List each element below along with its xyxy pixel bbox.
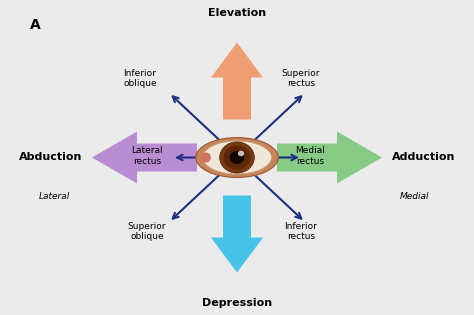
Text: Superior
rectus: Superior rectus — [282, 69, 320, 89]
Ellipse shape — [201, 152, 211, 163]
Text: Inferior
oblique: Inferior oblique — [123, 69, 156, 89]
Polygon shape — [211, 196, 263, 272]
Text: Elevation: Elevation — [208, 8, 266, 18]
Text: Inferior
rectus: Inferior rectus — [284, 222, 318, 241]
Text: Medial
rectus: Medial rectus — [295, 146, 326, 166]
Polygon shape — [92, 131, 197, 184]
Text: Adduction: Adduction — [392, 152, 456, 163]
Ellipse shape — [230, 151, 244, 164]
Text: Lateral: Lateral — [39, 192, 70, 201]
Text: Lateral
rectus: Lateral rectus — [131, 146, 163, 166]
Ellipse shape — [203, 141, 271, 174]
Ellipse shape — [223, 146, 251, 169]
Text: Superior
oblique: Superior oblique — [128, 222, 166, 241]
Ellipse shape — [203, 142, 271, 173]
Polygon shape — [211, 43, 263, 119]
Ellipse shape — [219, 142, 255, 173]
Text: Medial: Medial — [400, 192, 429, 201]
Ellipse shape — [238, 151, 244, 156]
Text: A: A — [30, 18, 41, 32]
Text: Depression: Depression — [202, 297, 272, 307]
Polygon shape — [277, 131, 382, 184]
Text: Abduction: Abduction — [18, 152, 82, 163]
Ellipse shape — [196, 138, 278, 177]
